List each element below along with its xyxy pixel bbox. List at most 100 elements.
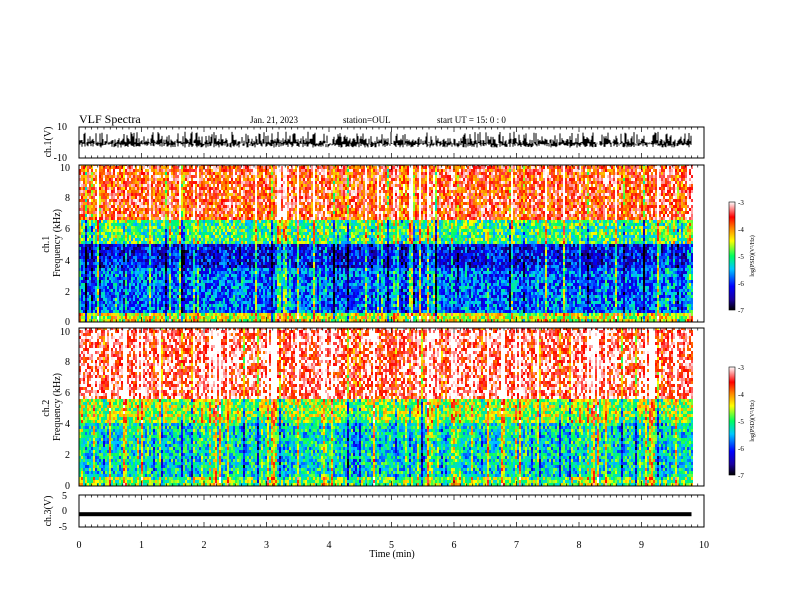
spectrogram-cell [227, 217, 229, 220]
spectrogram-cell [125, 190, 127, 193]
spectrogram-cell [175, 238, 177, 241]
spectrogram-cell [149, 316, 151, 319]
spectrogram-cell [263, 274, 265, 277]
spectrogram-cell [245, 220, 247, 223]
spectrogram-cell [141, 199, 143, 202]
spectrogram-cell [171, 175, 173, 178]
spectrogram-cell [203, 217, 205, 220]
spectrogram-cell [243, 289, 245, 292]
spectrogram-cell [167, 280, 169, 283]
spectrogram-cell [173, 214, 175, 217]
spectrogram-cell [257, 184, 259, 187]
spectrogram-cell [245, 313, 247, 316]
spectrogram-cell [255, 310, 257, 313]
spectrogram-cell [193, 259, 195, 262]
spectrogram-cell [211, 265, 213, 268]
spectrogram-cell [91, 199, 93, 202]
spectrogram-cell [165, 196, 167, 199]
spectrogram-cell [165, 217, 167, 220]
spectrogram-cell [175, 307, 177, 310]
spectrogram-cell [101, 316, 103, 319]
spectrogram-cell [117, 304, 119, 307]
spectrogram-cell [199, 199, 201, 202]
spectrogram-cell [231, 298, 233, 301]
spectrogram-cell [253, 220, 255, 223]
spectrogram-cell [205, 253, 207, 256]
spectrogram-cell [149, 169, 151, 172]
spectrogram-cell [147, 280, 149, 283]
spectrogram-cell [163, 211, 165, 214]
spectrogram-cell [165, 214, 167, 217]
spectrogram-cell [133, 175, 135, 178]
spectrogram-cell [147, 199, 149, 202]
spectrogram-cell [161, 295, 163, 298]
spectrogram-cell [173, 244, 175, 247]
spectrogram-cell [101, 250, 103, 253]
spectrogram-cell [261, 184, 263, 187]
spectrogram-cell [241, 166, 243, 169]
spectrogram-cell [221, 190, 223, 193]
spectrogram-cell [181, 241, 183, 244]
spectrogram-cell [83, 250, 85, 253]
spectrogram-cell [105, 271, 107, 274]
spectrogram-cell [255, 307, 257, 310]
spectrogram-cell [215, 313, 217, 316]
spectrogram-cell [231, 265, 233, 268]
spectrogram-cell [197, 241, 199, 244]
spectrogram-cell [137, 316, 139, 319]
spectrogram-cell [163, 298, 165, 301]
spectrogram-cell [179, 265, 181, 268]
spectrogram-cell [235, 259, 237, 262]
spectrogram-cell [87, 286, 89, 289]
spectrogram-cell [89, 289, 91, 292]
spectrogram-cell [165, 226, 167, 229]
spectrogram-cell [263, 169, 265, 172]
spectrogram-cell [245, 265, 247, 268]
spectrogram-cell [99, 310, 101, 313]
spectrogram-cell [221, 244, 223, 247]
spectrogram-cell [205, 166, 207, 169]
spectrogram-cell [265, 178, 267, 181]
spectrogram-cell [125, 283, 127, 286]
spectrogram-cell [201, 181, 203, 184]
spectrogram-cell [101, 190, 103, 193]
spectrogram-cell [143, 253, 145, 256]
spectrogram-cell [159, 175, 161, 178]
spectrogram-cell [141, 241, 143, 244]
spectrogram-cell [245, 259, 247, 262]
spectrogram-cell [215, 235, 217, 238]
spectrogram-cell [173, 271, 175, 274]
spectrogram-cell [149, 307, 151, 310]
spectrogram-cell [171, 232, 173, 235]
spectrogram-cell [187, 226, 189, 229]
spectrogram-cell [157, 286, 159, 289]
spectrogram-cell [143, 304, 145, 307]
spectrogram-cell [239, 184, 241, 187]
spectrogram-cell [115, 232, 117, 235]
spectrogram-cell [179, 310, 181, 313]
spectrogram-cell [101, 307, 103, 310]
spectrogram-cell [185, 265, 187, 268]
spectrogram-cell [129, 178, 131, 181]
spectrogram-cell [161, 283, 163, 286]
spectrogram-cell [181, 175, 183, 178]
spectrogram-cell [209, 211, 211, 214]
spectrogram-cell [111, 175, 113, 178]
spectrogram-cell [189, 250, 191, 253]
spectrogram-cell [117, 238, 119, 241]
spectrogram-cell [247, 274, 249, 277]
spectrogram-cell [93, 286, 95, 289]
spectrogram-cell [133, 310, 135, 313]
spectrogram-cell [95, 223, 97, 226]
spectrogram-cell [83, 247, 85, 250]
spectrogram-cell [207, 277, 209, 280]
spectrogram-cell [99, 289, 101, 292]
spectrogram-cell [157, 265, 159, 268]
spectrogram-cell [257, 202, 259, 205]
spectrogram-cell [209, 235, 211, 238]
spectrogram-cell [263, 319, 265, 322]
spectrogram-cell [247, 211, 249, 214]
spectrogram-cell [201, 304, 203, 307]
spectrogram-cell [87, 190, 89, 193]
spectrogram-cell [255, 166, 257, 169]
